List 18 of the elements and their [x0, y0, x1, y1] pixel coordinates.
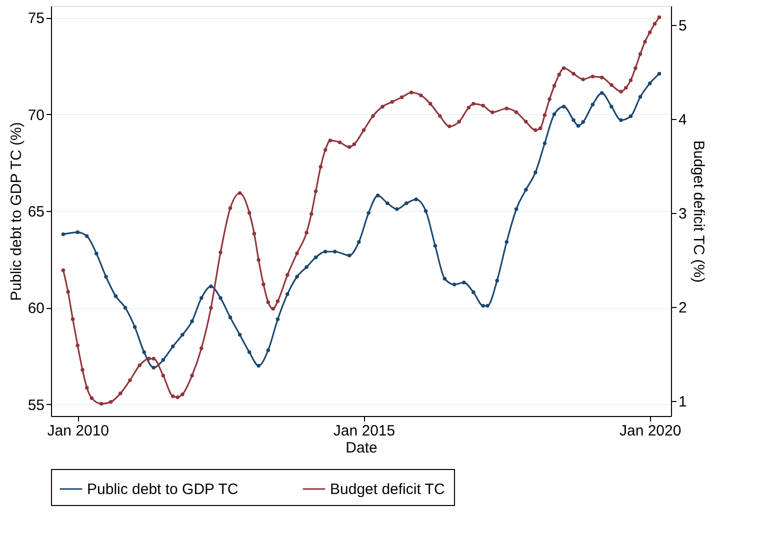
y-tick-label: 75: [28, 10, 44, 28]
y-tick-label: 65: [28, 204, 44, 220]
y-axis-title: Public debt to GDP TC (%): [8, 122, 25, 301]
y-tick-label: 60: [28, 300, 44, 318]
y2-tick-label: 3: [678, 205, 687, 222]
x-tick-label: Jan 2010: [47, 422, 110, 440]
y2-axis-title: Budget deficit TC (%): [690, 140, 707, 283]
y2-tick-label: 1: [678, 393, 687, 410]
legend-label: Public debt to GDP TC: [87, 481, 238, 498]
x-tick-label: Jan 2015: [333, 422, 396, 440]
x-tick-label: Jan 2020: [619, 422, 682, 440]
legend-label: Budget deficit TC: [330, 481, 445, 498]
x-axis-title: Date: [346, 440, 378, 456]
y-tick-label: 55: [28, 396, 44, 414]
y-tick-label: 70: [28, 106, 44, 124]
y2-tick-label: 5: [678, 17, 687, 34]
y2-tick-label: 4: [678, 111, 687, 128]
y2-tick-label: 2: [678, 299, 687, 316]
